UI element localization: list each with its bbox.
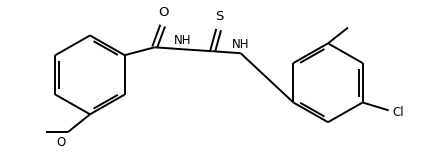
Text: S: S [215,10,224,23]
Text: NH: NH [232,38,249,51]
Text: Cl: Cl [393,106,404,119]
Text: O: O [57,136,66,149]
Text: O: O [158,6,169,19]
Text: NH: NH [174,34,191,47]
